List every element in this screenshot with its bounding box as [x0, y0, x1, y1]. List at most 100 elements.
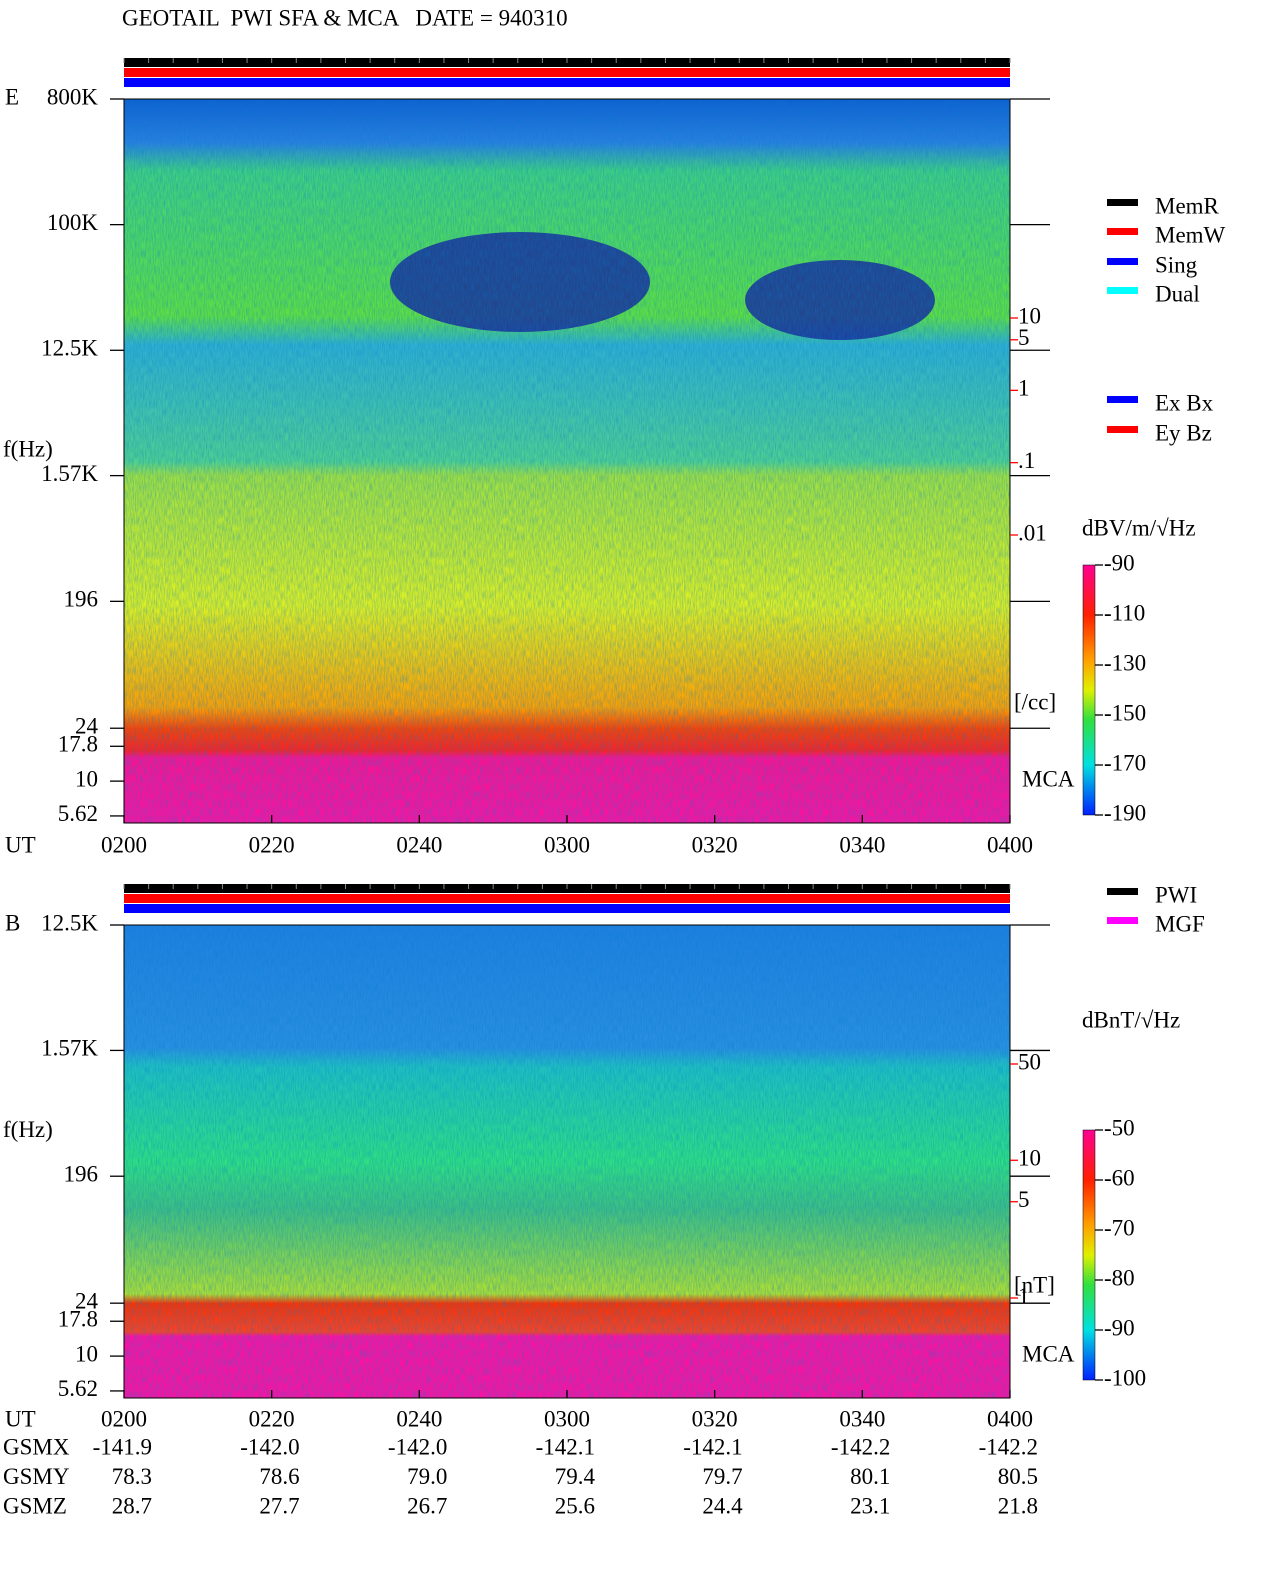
status-bar	[124, 894, 1010, 903]
legend-label: Sing	[1155, 252, 1198, 277]
orbit-value: 79.0	[407, 1464, 447, 1489]
y-axis-label: f(Hz)	[3, 1117, 53, 1142]
mca-label: MCA	[1022, 1341, 1075, 1366]
legend-label: Ey Bz	[1155, 420, 1212, 445]
orbit-value: 80.1	[850, 1464, 890, 1489]
panel-label: E	[5, 84, 19, 109]
orbit-value: 24.4	[702, 1493, 743, 1518]
x-tick-label: 0220	[249, 832, 295, 857]
colorbar-tick-label: -90	[1104, 1315, 1135, 1340]
x-tick-label: 0340	[839, 1406, 885, 1431]
x-axis-label: UT	[5, 1406, 36, 1431]
orbit-value: -141.9	[93, 1434, 152, 1459]
x-tick-label: 0400	[987, 832, 1033, 857]
colorbar-tick-label: -60	[1104, 1165, 1135, 1190]
y-tick-label: 1.57K	[41, 1036, 98, 1061]
orbit-value: 26.7	[407, 1493, 447, 1518]
density-tick-label: 10	[1018, 303, 1041, 328]
colorbar-tick-label: -50	[1104, 1115, 1135, 1140]
x-tick-label: 0320	[692, 1406, 738, 1431]
x-tick-label: 0300	[544, 832, 590, 857]
density-tick-label: 5	[1018, 1187, 1030, 1212]
y-tick-label: 196	[64, 587, 99, 612]
orbit-value: 79.7	[702, 1464, 742, 1489]
colorbar-tick-label: -100	[1104, 1365, 1146, 1390]
y-tick-label: 12.5K	[41, 910, 98, 935]
panel-label: B	[5, 910, 20, 935]
y-tick-label: 24	[75, 1288, 99, 1313]
legend-label: MGF	[1155, 911, 1205, 936]
colorbar	[1082, 564, 1096, 816]
status-bar	[124, 78, 1010, 87]
status-bar	[124, 68, 1010, 77]
y-tick-label: 800K	[47, 84, 99, 109]
orbit-value: -142.1	[683, 1434, 742, 1459]
orbit-value: -142.2	[831, 1434, 890, 1459]
orbit-value: -142.2	[979, 1434, 1038, 1459]
legend-label: MemW	[1155, 222, 1226, 247]
orbit-value: -142.0	[240, 1434, 299, 1459]
colorbar-tick-label: -90	[1104, 550, 1135, 575]
x-tick-label: 0300	[544, 1406, 590, 1431]
orbit-value: 80.5	[998, 1464, 1038, 1489]
density-tick-label: 5	[1018, 325, 1030, 350]
orbit-value: 23.1	[850, 1493, 890, 1518]
legend-swatch	[1107, 228, 1138, 235]
spectrogram-image-2	[124, 925, 1010, 1398]
density-tick-label: 1	[1018, 1283, 1030, 1308]
orbit-value: 27.7	[259, 1493, 299, 1518]
y-tick-label: 5.62	[58, 801, 98, 826]
x-tick-label: 0400	[987, 1406, 1033, 1431]
y-tick-label: 1.57K	[41, 461, 98, 486]
mca-label: MCA	[1022, 766, 1075, 791]
legend-label: PWI	[1155, 882, 1197, 907]
legend-label: Dual	[1155, 281, 1200, 306]
orbit-value: -142.0	[388, 1434, 447, 1459]
orbit-value: 78.3	[112, 1464, 152, 1489]
density-axis-label: [/cc]	[1014, 689, 1056, 714]
y-tick-label: 17.8	[58, 732, 98, 757]
colorbar-label: dBnT/√Hz	[1082, 1007, 1180, 1032]
orbit-value: 28.7	[112, 1493, 152, 1518]
colorbar-tick-label: -170	[1104, 750, 1146, 775]
orbit-row-label: GSMX	[3, 1434, 70, 1459]
legend-swatch	[1107, 888, 1138, 895]
density-tick-label: .01	[1018, 520, 1047, 545]
legend-label: MemR	[1155, 193, 1220, 218]
y-axis-label: f(Hz)	[3, 436, 53, 461]
colorbar-tick-label: -150	[1104, 700, 1146, 725]
spectrogram-image-1	[124, 99, 1010, 823]
density-tick-label: .1	[1018, 448, 1035, 473]
title: GEOTAIL PWI SFA & MCA DATE = 940310	[122, 5, 568, 30]
x-tick-label: 0240	[396, 832, 442, 857]
orbit-value: 79.4	[555, 1464, 596, 1489]
y-tick-label: 12.5K	[41, 336, 98, 361]
x-tick-label: 0240	[396, 1406, 442, 1431]
orbit-row-label: GSMY	[3, 1464, 70, 1489]
colorbar-tick-label: -70	[1104, 1215, 1135, 1240]
x-tick-label: 0200	[101, 1406, 147, 1431]
y-tick-label: 196	[64, 1161, 99, 1186]
colorbar	[1082, 1129, 1096, 1381]
legend-swatch	[1107, 258, 1138, 265]
legend-swatch	[1107, 287, 1138, 294]
legend-label: Ex Bx	[1155, 390, 1214, 415]
orbit-value: 21.8	[998, 1493, 1038, 1518]
x-tick-label: 0220	[249, 1406, 295, 1431]
colorbar-tick-label: -80	[1104, 1265, 1135, 1290]
x-axis-label: UT	[5, 832, 36, 857]
density-tick-label: 50	[1018, 1049, 1041, 1074]
x-tick-label: 0340	[839, 832, 885, 857]
x-tick-label: 0320	[692, 832, 738, 857]
legend-swatch	[1107, 396, 1138, 403]
y-tick-label: 100K	[47, 210, 99, 235]
y-tick-label: 5.62	[58, 1376, 98, 1401]
orbit-value: -142.1	[536, 1434, 595, 1459]
y-tick-label: 10	[75, 1341, 98, 1366]
colorbar-tick-label: -130	[1104, 650, 1146, 675]
density-tick-label: 1	[1018, 376, 1030, 401]
legend-swatch	[1107, 426, 1138, 433]
y-tick-label: 10	[75, 766, 98, 791]
